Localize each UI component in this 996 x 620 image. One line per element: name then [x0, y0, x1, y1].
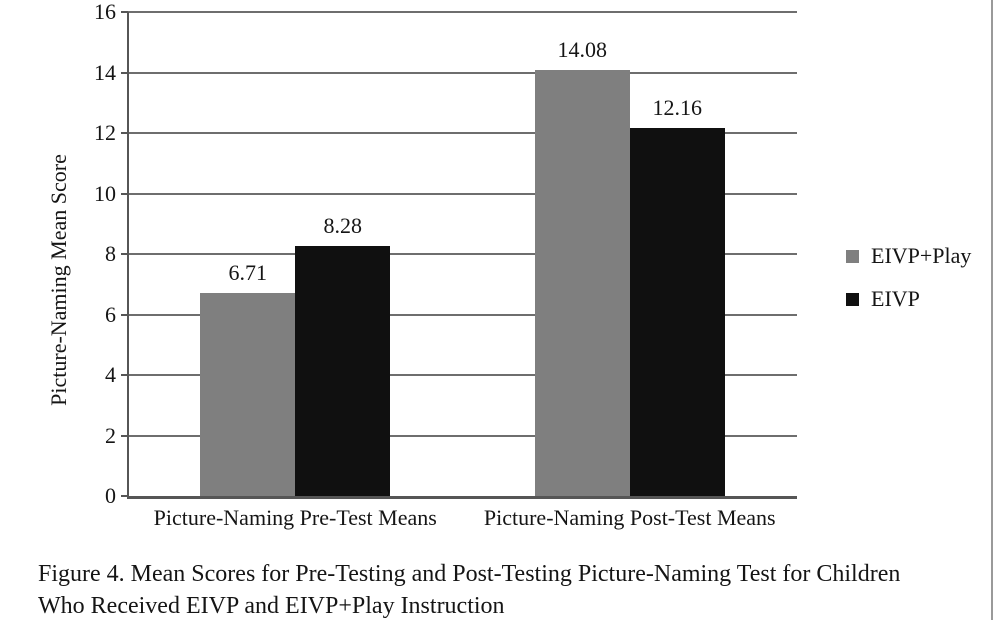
- gridline: [128, 11, 797, 13]
- caption-line-1: Figure 4. Mean Scores for Pre-Testing an…: [38, 561, 901, 587]
- y-axis-title: Picture-Naming Mean Score: [46, 154, 71, 406]
- y-tick-label: 8: [105, 241, 116, 266]
- bar-eivp: [629, 128, 725, 496]
- page-edge-line: [991, 0, 993, 620]
- y-tick-mark: [121, 192, 128, 195]
- y-tick-label: 6: [105, 301, 116, 327]
- legend-marker: [846, 249, 859, 263]
- bar-value-label: 12.16: [652, 95, 703, 121]
- y-tick-mark: [121, 132, 128, 134]
- gridline: [128, 374, 797, 376]
- y-tick-mark: [121, 71, 128, 74]
- legend-item: EIVP+Play: [846, 243, 971, 269]
- gridline: [128, 132, 797, 134]
- figure-caption: Figure 4. Mean Scores for Pre-Testing an…: [38, 558, 978, 620]
- y-tick-label: 10: [94, 180, 116, 206]
- y-tick-mark: [121, 313, 128, 316]
- y-tick-label: 12: [94, 120, 116, 145]
- y-tick-mark: [121, 434, 128, 437]
- legend: EIVP+Play EIVP: [846, 243, 971, 329]
- gridline: [128, 253, 797, 255]
- y-tick-label: 0: [105, 483, 116, 508]
- legend-item: EIVP: [846, 286, 971, 312]
- y-tick-label: 16: [94, 0, 116, 24]
- legend-label: EIVP+Play: [871, 243, 972, 268]
- category-label: Picture-Naming Pre-Test Means: [153, 505, 437, 530]
- y-tick-mark: [121, 374, 128, 376]
- legend-marker: [846, 292, 859, 306]
- gridline: [128, 71, 797, 74]
- bar-chart: Picture-Naming Mean Score EIVP+Play EIVP …: [46, 0, 971, 530]
- caption-line-2: Who Received EIVP and EIVP+Play Instruct…: [38, 593, 505, 619]
- legend-label: EIVP: [871, 286, 920, 311]
- bar-eivp-play: [534, 70, 630, 496]
- y-tick-mark: [121, 11, 128, 13]
- y-tick-label: 14: [94, 59, 116, 85]
- y-tick-mark: [121, 253, 128, 255]
- bar-value-label: 6.71: [228, 260, 268, 286]
- y-tick-label: 4: [105, 362, 116, 387]
- x-axis-line: [127, 496, 797, 499]
- gridline: [128, 434, 797, 437]
- gridline: [128, 192, 797, 195]
- bar-eivp: [295, 245, 391, 496]
- y-tick-mark: [121, 495, 128, 497]
- y-axis-line: [127, 12, 129, 499]
- category-label: Picture-Naming Post-Test Means: [483, 505, 776, 530]
- y-tick-label: 2: [105, 422, 116, 448]
- bar-value-label: 14.08: [557, 37, 608, 63]
- bar-eivp-play: [200, 293, 296, 496]
- gridline: [128, 313, 797, 316]
- bar-value-label: 8.28: [323, 212, 363, 238]
